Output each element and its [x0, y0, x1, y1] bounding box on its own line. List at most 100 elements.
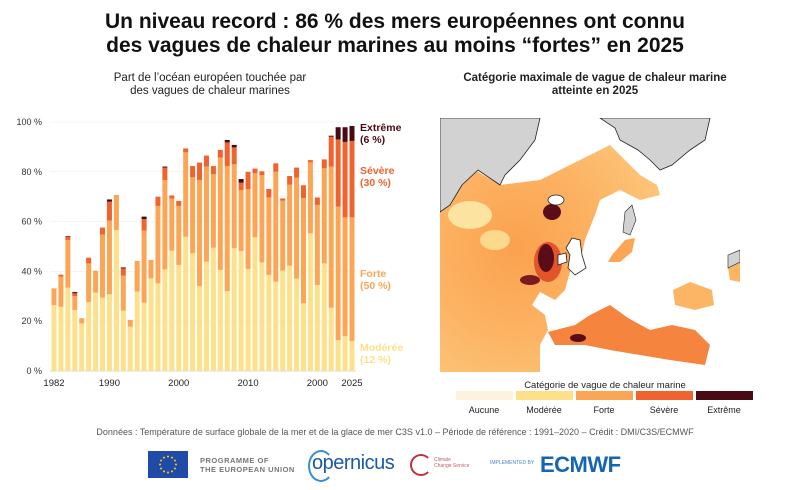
eu-flag-logo	[148, 451, 188, 478]
bar-segment-severe	[224, 142, 230, 167]
bar-segment-extreme	[106, 199, 112, 202]
legend-swatch	[516, 391, 573, 400]
bar-segment-severe	[176, 200, 182, 206]
bar-segment-moderee	[58, 306, 64, 371]
bar-segment-forte	[58, 276, 64, 307]
bar-segment-severe	[287, 176, 293, 185]
bar-segment-moderee	[148, 278, 154, 371]
star	[160, 459, 163, 462]
chart-subtitle-line-1: Part de l’océan européen touchée par	[113, 72, 307, 84]
bar-segment-severe	[162, 167, 168, 181]
bar-segment-forte	[307, 162, 313, 234]
bar-segment-forte	[183, 152, 189, 237]
bar-segment-moderee	[342, 336, 348, 371]
bar-segment-severe	[210, 166, 216, 175]
bar-segment-severe	[197, 162, 203, 181]
bar-segment-severe	[349, 140, 355, 218]
bar-segment-forte	[245, 188, 251, 269]
bar-segment-forte	[65, 240, 71, 288]
pale-patch	[448, 201, 492, 229]
bar-segment-severe	[328, 136, 334, 167]
bar-segment-forte	[141, 230, 147, 303]
stacked-bar-chart: 0 % 20 % 40 % 60 % 80 % 100 % 1982 1990 2000 2010…	[16, 117, 403, 389]
star	[163, 470, 165, 473]
bar-segment-forte	[266, 197, 272, 275]
bar-segment-moderee	[349, 341, 355, 371]
bar-segment-forte	[93, 270, 99, 293]
end-label-name: Forte	[360, 268, 386, 280]
bar-segment-forte	[176, 205, 182, 265]
footer-credits: Données : Température de surface globale…	[96, 427, 694, 437]
c3s-logo-icon	[410, 454, 432, 476]
star	[159, 463, 161, 466]
c3s-logo-text: Climate Change Service	[434, 457, 470, 469]
bar-segment-forte	[86, 263, 92, 303]
bar-segment-severe	[259, 171, 265, 176]
legend-label: Sévère	[650, 405, 679, 415]
bar-segment-moderee	[210, 247, 216, 371]
main-title: Un niveau record : 86 % des mers europée…	[0, 10, 790, 58]
bar-segment-severe	[321, 159, 327, 169]
baltic-sea	[608, 238, 635, 262]
bar-segment-severe	[155, 196, 161, 206]
bar-segment-moderee	[287, 265, 293, 371]
legend-label: Extrême	[707, 405, 741, 415]
bar-segment-forte	[79, 318, 85, 324]
star	[160, 467, 163, 470]
bar-segment-forte	[342, 217, 348, 337]
bar-segment-forte	[100, 234, 106, 298]
y-tick-label: 40 %	[21, 266, 42, 276]
bar-segment-forte	[259, 175, 265, 263]
bar-segment-moderee	[183, 236, 189, 371]
bar-segment-moderee	[127, 326, 133, 371]
pale-patch	[480, 230, 510, 250]
star	[163, 456, 165, 459]
end-label-pct: (6 %)	[360, 134, 385, 146]
bar-segment-extreme	[335, 127, 341, 140]
end-label-name: Sévère	[360, 165, 395, 177]
bar-segment-forte	[238, 189, 244, 251]
bar-segment-moderee	[100, 297, 106, 371]
bar-segment-severe	[65, 236, 71, 241]
bar-segment-severe	[307, 160, 313, 163]
bar-segment-moderee	[155, 283, 161, 371]
extreme-patch	[538, 244, 554, 272]
bar-segment-moderee	[176, 264, 182, 371]
bar-segment-moderee	[280, 270, 286, 371]
bar-segment-forte	[231, 164, 237, 249]
star	[173, 459, 176, 462]
bar-segment-extreme	[231, 144, 237, 148]
legend-label: Aucune	[469, 405, 500, 415]
bar-segment-extreme	[238, 179, 244, 183]
bar-segment-forte	[134, 260, 140, 292]
title-line-2: des vagues de chaleur marines au moins “…	[106, 34, 684, 57]
bar-segment-severe	[231, 147, 237, 165]
bar-segment-forte	[321, 168, 327, 264]
bar-segment-severe	[190, 166, 196, 178]
bar-segment-forte	[210, 174, 216, 248]
map-legend-title: Catégorie de vague de chaleur marine	[524, 380, 686, 391]
bar-segment-severe	[120, 268, 126, 276]
legend-label: Forte	[593, 405, 614, 415]
legend-label: Modérée	[526, 405, 562, 415]
c3s-line-1: Climate	[434, 457, 451, 463]
bar-segment-moderee	[294, 278, 300, 371]
bar-segment-extreme	[120, 267, 126, 269]
bar-segment-severe	[183, 148, 189, 153]
bar-segment-moderee	[113, 230, 119, 371]
title-line-1: Un niveau record : 86 % des mers europée…	[105, 10, 685, 33]
bar-segment-moderee	[197, 286, 203, 371]
y-tick-label: 60 %	[21, 217, 42, 227]
bar-segment-moderee	[134, 291, 140, 371]
legend-swatch	[456, 391, 513, 400]
eu-text-line-2: THE EUROPEAN UNION	[200, 465, 295, 474]
scandinavia-lake	[622, 204, 637, 236]
bar-segment-severe	[86, 257, 92, 264]
bar-segment-forte	[155, 205, 161, 284]
bar-segment-forte	[314, 204, 320, 286]
bar-segment-moderee	[314, 285, 320, 371]
bar-segment-severe	[58, 274, 64, 277]
bar-segment-moderee	[321, 263, 327, 371]
logos: PROGRAMME OF THE EUROPEAN UNION opernicu…	[0, 448, 790, 484]
iceland	[547, 194, 565, 206]
